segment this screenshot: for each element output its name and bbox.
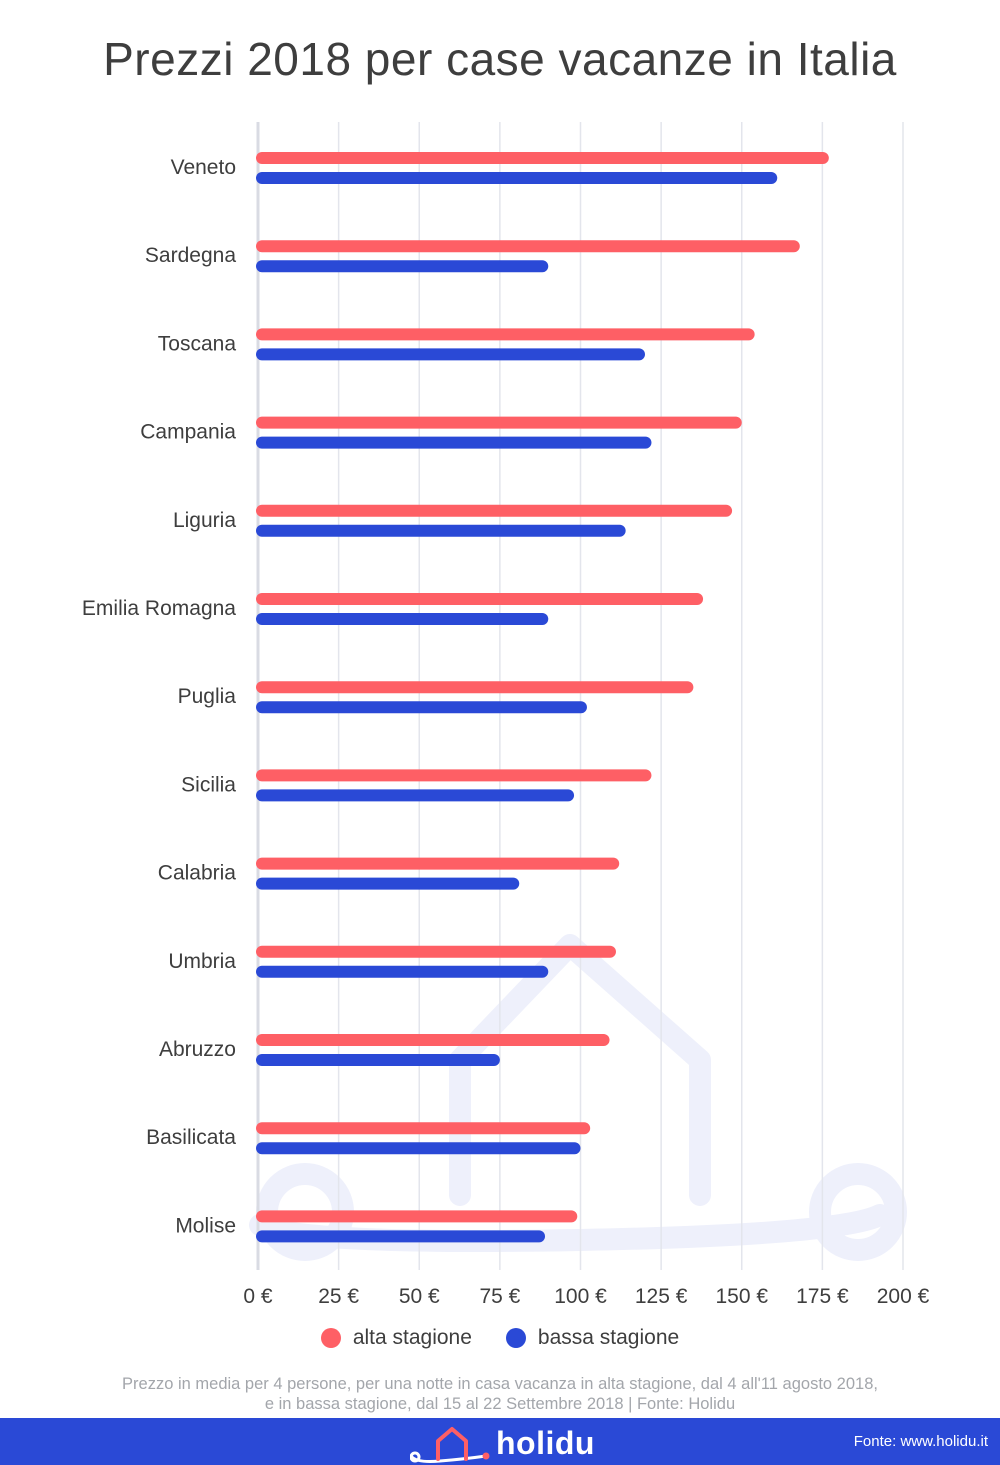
- bar-alta-stagione: [256, 416, 742, 429]
- bar-alta-stagione: [256, 152, 829, 164]
- bar-alta-stagione: [256, 857, 620, 870]
- footnote-line-2: e in bassa stagione, dal 15 al 22 Settem…: [264, 1395, 736, 1413]
- x-tick-label: 100 €: [554, 1285, 607, 1308]
- bar-bassa-stagione: [256, 1230, 546, 1243]
- bar-bassa-stagione: [256, 877, 520, 890]
- bar-alta-stagione: [256, 240, 800, 253]
- category-label: Sicilia: [181, 773, 236, 796]
- bar-alta-stagione: [256, 1210, 578, 1223]
- bar-alta-stagione: [256, 328, 755, 341]
- x-tick-label: 175 €: [796, 1285, 849, 1308]
- legend-item-bassa: bassa stagione: [505, 1326, 680, 1350]
- category-label: Umbria: [168, 950, 236, 973]
- bar-bassa-stagione: [256, 436, 652, 449]
- bar-alta-stagione: [256, 1122, 591, 1135]
- bar-alta-stagione: [256, 1034, 610, 1046]
- category-label: Basilicata: [146, 1126, 236, 1149]
- bar-alta-stagione: [256, 945, 616, 958]
- footer-bar: holidu Fonte: www.holidu.it: [0, 1418, 1000, 1465]
- page-title: Prezzi 2018 per case vacanze in Italia: [103, 33, 897, 85]
- legend-label-bassa: bassa stagione: [537, 1326, 680, 1349]
- category-label: Puglia: [178, 685, 237, 708]
- x-tick-label: 75 €: [479, 1285, 520, 1308]
- x-tick-label: 0 €: [243, 1285, 273, 1308]
- category-label: Abruzzo: [159, 1038, 236, 1061]
- x-tick-label: 25 €: [318, 1285, 359, 1308]
- category-label: Campania: [140, 421, 236, 444]
- bar-alta-stagione: [256, 504, 733, 517]
- category-label: Emilia Romagna: [82, 597, 236, 620]
- x-tick-label: 200 €: [877, 1285, 930, 1308]
- category-label: Toscana: [158, 332, 237, 355]
- category-label: Veneto: [171, 156, 236, 179]
- source-url: Fonte: www.holidu.it: [853, 1433, 988, 1450]
- x-tick-label: 150 €: [715, 1285, 768, 1308]
- bar-alta-stagione: [256, 593, 704, 605]
- legend-label-alta: alta stagione: [352, 1326, 472, 1349]
- category-label: Calabria: [158, 862, 237, 885]
- bar-bassa-stagione: [256, 1054, 500, 1066]
- category-label: Liguria: [173, 509, 236, 532]
- bar-bassa-stagione: [256, 260, 549, 273]
- brand-logo: holidu: [410, 1421, 595, 1465]
- x-tick-label: 125 €: [635, 1285, 688, 1308]
- bar-alta-stagione: [256, 769, 652, 782]
- house-logo-icon: [410, 1427, 490, 1463]
- bar-bassa-stagione: [256, 701, 587, 714]
- bar-chart: Veneto Sardegna Toscana Campania Liguria Emil…: [82, 122, 930, 1308]
- legend-dot-bassa: [505, 1328, 526, 1348]
- background-house-watermark: [249, 934, 907, 1261]
- brand-name: holidu: [496, 1424, 595, 1461]
- legend-dot-alta: [320, 1328, 341, 1348]
- footnote-line-1: Prezzo in media per 4 persone, per una n…: [122, 1375, 878, 1393]
- legend-item-alta: alta stagione: [320, 1326, 472, 1350]
- bar-bassa-stagione: [256, 965, 549, 978]
- bar-bassa-stagione: [256, 348, 645, 361]
- bar-bassa-stagione: [256, 613, 549, 625]
- bar-bassa-stagione: [256, 172, 778, 184]
- x-tick-label: 50 €: [399, 1285, 440, 1308]
- bar-bassa-stagione: [256, 524, 626, 537]
- chart-legend: alta stagione bassa stagione: [0, 1326, 1000, 1350]
- bar-alta-stagione: [256, 681, 694, 694]
- bar-bassa-stagione: [256, 789, 575, 802]
- category-label: Sardegna: [145, 244, 236, 267]
- footnote: Prezzo in media per 4 persone, per una n…: [40, 1374, 960, 1414]
- bar-bassa-stagione: [256, 1142, 581, 1155]
- category-label: Molise: [175, 1214, 236, 1237]
